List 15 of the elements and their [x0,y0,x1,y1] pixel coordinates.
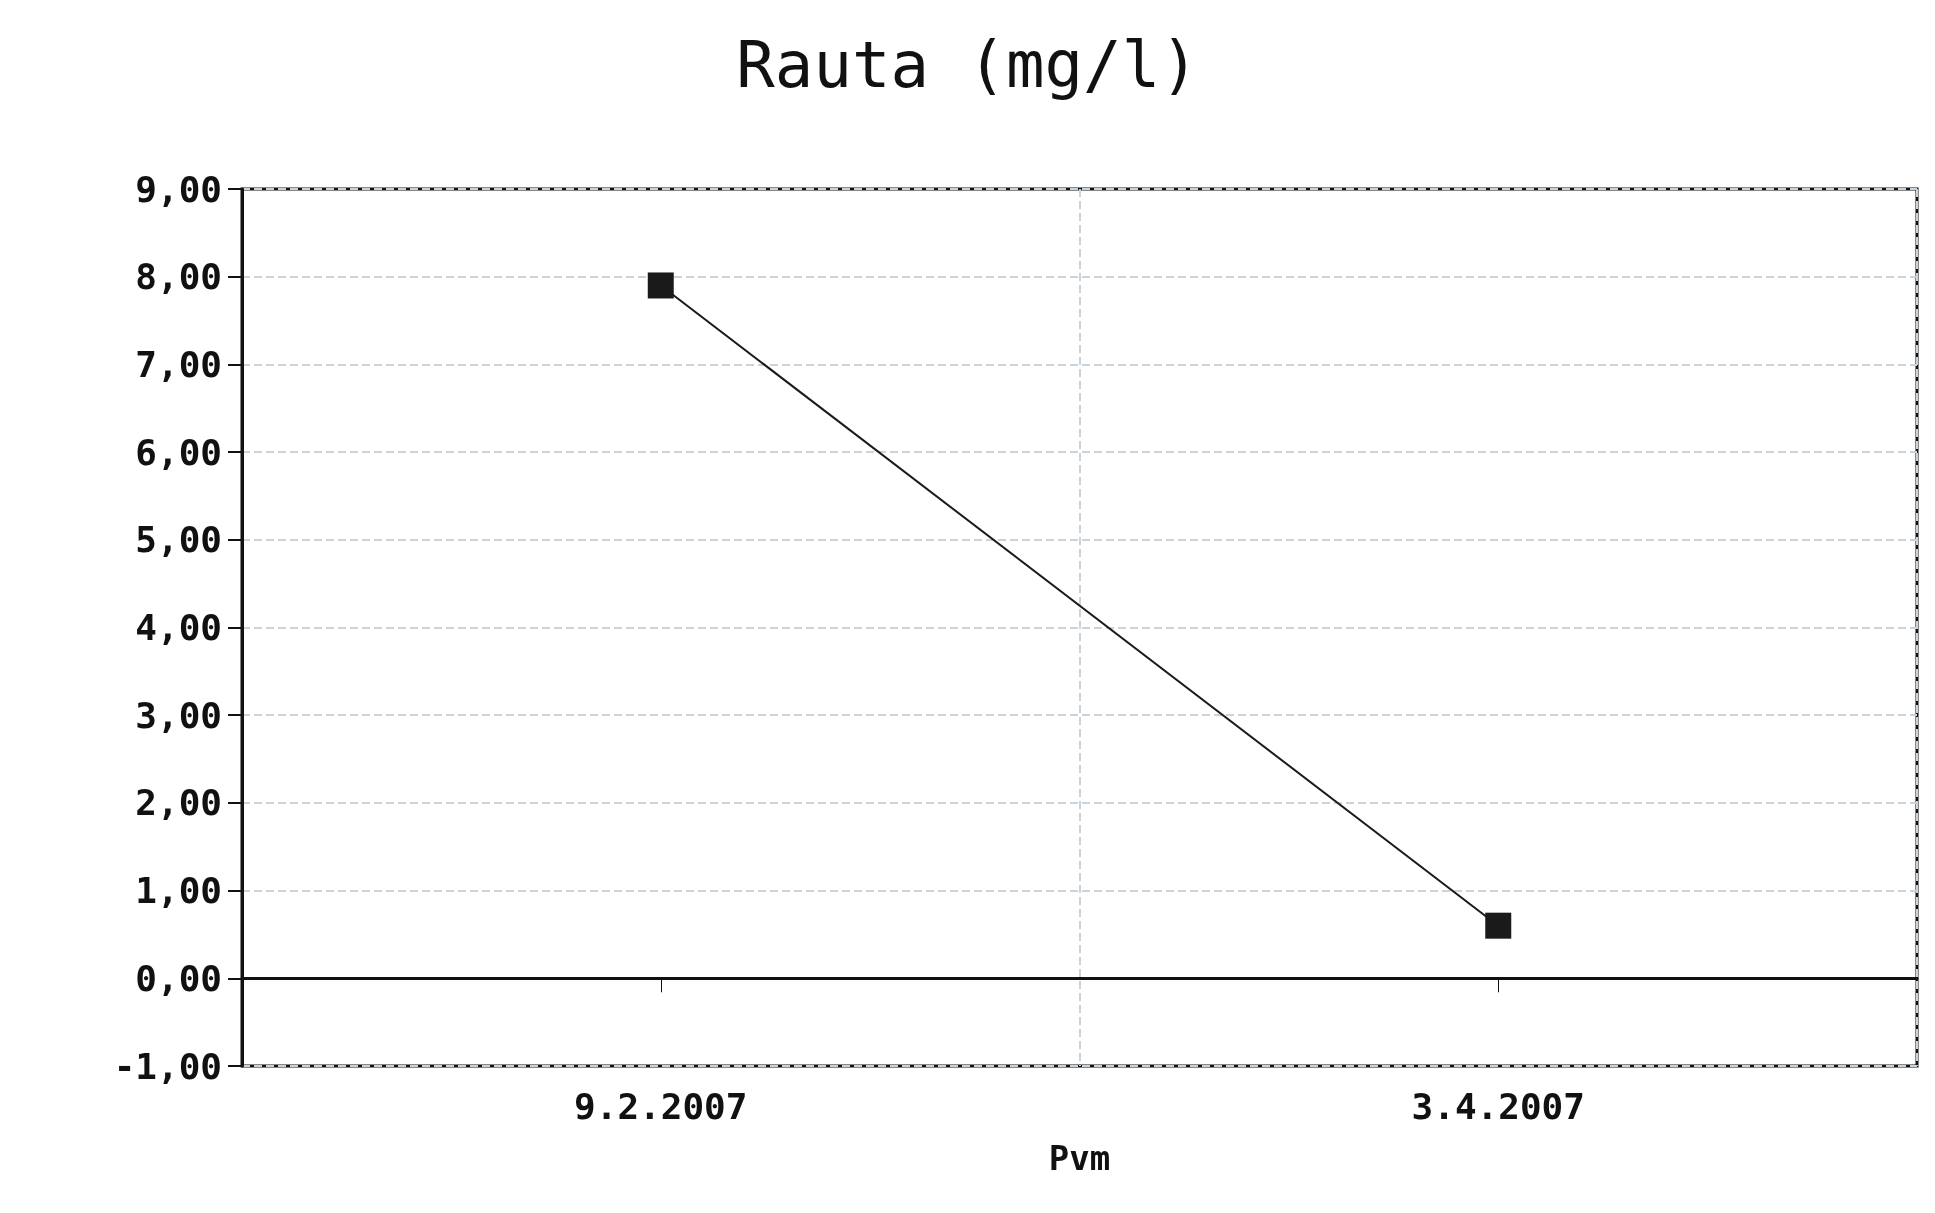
y-tick-label: 6,00 [135,431,222,473]
y-tick-label: 0,00 [135,957,222,999]
y-tick-label: -1,00 [113,1045,222,1087]
y-tick-label: 8,00 [135,256,222,298]
y-tick-label: 9,00 [135,168,222,210]
y-tick-label: 5,00 [135,519,222,561]
x-axis-title: Pvm [1048,1138,1111,1178]
y-tick-label: 7,00 [135,343,222,385]
y-tick-label: 3,00 [135,694,222,736]
y-tick-label: 1,00 [135,870,222,912]
y-tick-label: 2,00 [135,782,222,824]
x-tick-label: 9.2.2007 [574,1085,748,1127]
x-tick-label: 3.4.2007 [1411,1085,1585,1127]
chart-title: Rauta (mg/l) [736,28,1199,102]
y-tick-label: 4,00 [135,607,222,648]
